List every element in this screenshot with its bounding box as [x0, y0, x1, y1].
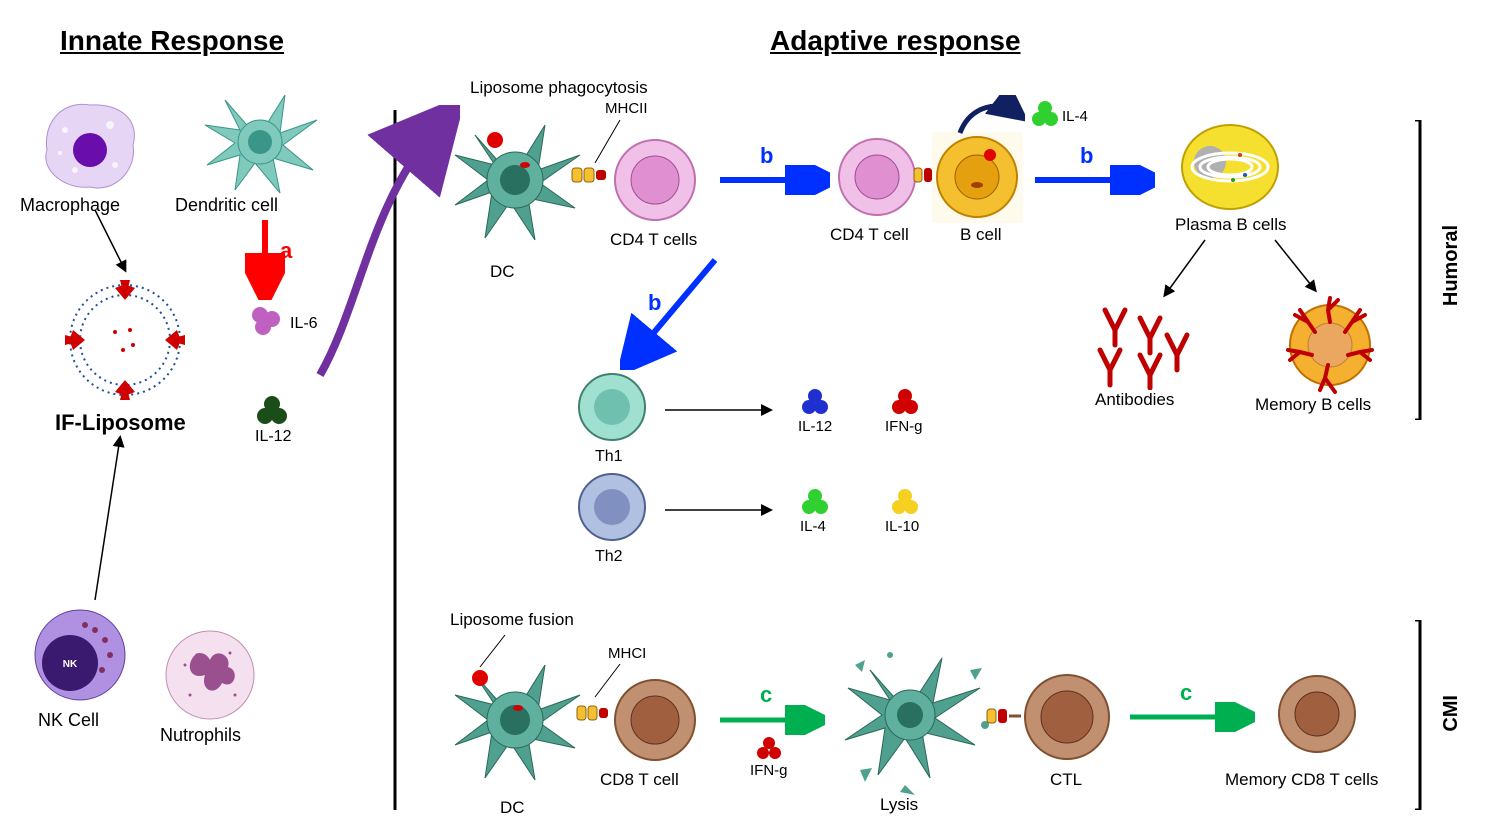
arrow-b1-label: b: [760, 143, 773, 169]
humoral-label: Humoral: [1440, 225, 1463, 306]
ctl-cell: [1020, 670, 1115, 765]
arrow-c1: [715, 705, 825, 735]
arrow-a-label: a: [280, 238, 292, 264]
humoral-bracket: [1415, 120, 1435, 420]
nk-label: NK Cell: [38, 710, 99, 731]
lysis-cell: [830, 640, 1000, 800]
cd4-cell-1: [610, 135, 700, 225]
cd4-1-label: CD4 T cells: [610, 230, 697, 250]
dendritic-label: Dendritic cell: [175, 195, 278, 216]
ifng-mid-label: IFN-g: [885, 418, 923, 435]
memory-cd8-cell: [1275, 672, 1360, 757]
ctl-label: CTL: [1050, 770, 1082, 790]
th1-label: Th1: [595, 448, 623, 466]
cmi-label: CMI: [1440, 695, 1463, 732]
il10-cytokine: [890, 488, 920, 516]
dc1-label: DC: [490, 262, 515, 282]
il12-cytokine-mid: [800, 388, 830, 416]
mhc1-complex: [575, 700, 610, 728]
cd4-2-label: CD4 T cell: [830, 225, 909, 245]
il4-cytokine-top: [1030, 100, 1060, 128]
memory-b-cell: [1270, 290, 1390, 400]
th2-label: Th2: [595, 548, 623, 566]
arrow-a: [245, 215, 285, 300]
if-liposome: [55, 270, 195, 410]
arrow-c2: [1125, 702, 1255, 732]
arrow-b3-label: b: [648, 290, 661, 316]
cd8-cell: [610, 675, 700, 765]
arrow-c2-label: c: [1180, 680, 1192, 706]
dc2-label: DC: [500, 798, 525, 818]
il10-label: IL-10: [885, 518, 919, 535]
nk-cell: NK: [30, 605, 130, 705]
macrophage-cell: [35, 95, 145, 195]
arrow-th1-cyto: [660, 400, 780, 420]
cd4-cell-2: [835, 135, 920, 220]
arrow-b2: [1030, 165, 1155, 195]
neutrophil-label: Nutrophils: [160, 725, 241, 746]
b-cell: [930, 130, 1025, 225]
mhc2-label: MHCII: [605, 100, 648, 117]
il4-top-label: IL-4: [1062, 108, 1088, 125]
arrow-b1: [715, 165, 830, 195]
memory-b-label: Memory B cells: [1255, 395, 1371, 415]
adaptive-heading: Adaptive response: [770, 25, 1021, 57]
arrow-b3: [620, 250, 730, 370]
arrow-mac-lipo: [85, 205, 145, 280]
arrow-b2-label: b: [1080, 143, 1093, 169]
th2-cell: [575, 470, 650, 545]
memory-cd8-label: Memory CD8 T cells: [1225, 770, 1378, 790]
lysis-label: Lysis: [880, 795, 918, 815]
arrow-transition: [300, 105, 460, 385]
mhc1-label: MHCI: [608, 645, 646, 662]
lysis-ctl-receptor: [985, 705, 1023, 727]
cd8-label: CD8 T cell: [600, 770, 679, 790]
arrow-nk-lipo: [85, 430, 135, 605]
th1-cell: [575, 370, 650, 445]
il4-curve-arrow: [955, 95, 1025, 140]
antibodies: [1085, 300, 1195, 390]
il4-mid-label: IL-4: [800, 518, 826, 535]
ifng-cytokine-mid: [890, 388, 920, 416]
il12-innate-label: IL-12: [255, 428, 291, 446]
il12-mid-label: IL-12: [798, 418, 832, 435]
liposome-phago-label: Liposome phagocytosis: [470, 78, 648, 98]
arrow-plasma-ab: [1155, 235, 1215, 305]
il12-cytokine-innate: [255, 395, 289, 425]
mhc2-complex: [570, 160, 610, 190]
plasma-label: Plasma B cells: [1175, 215, 1286, 235]
bcell-label: B cell: [960, 225, 1002, 245]
antibodies-label: Antibodies: [1095, 390, 1174, 410]
ifng-bot-label: IFN-g: [750, 762, 788, 779]
il4-cytokine-mid: [800, 488, 830, 516]
il6-cytokine: [248, 305, 282, 335]
dc-adaptive-2: [440, 650, 595, 795]
ifng-cytokine-bot: [755, 735, 783, 761]
svg-text:NK: NK: [63, 659, 78, 670]
arrow-th2-cyto: [660, 500, 780, 520]
innate-heading: Innate Response: [60, 25, 284, 57]
plasma-b-cell: [1175, 120, 1285, 215]
neutrophil-cell: [160, 625, 260, 725]
cmi-bracket: [1415, 620, 1435, 810]
liposome-fusion-label: Liposome fusion: [450, 610, 574, 630]
arrow-c1-label: c: [760, 682, 772, 708]
cd4-b-receptor: [912, 160, 937, 190]
